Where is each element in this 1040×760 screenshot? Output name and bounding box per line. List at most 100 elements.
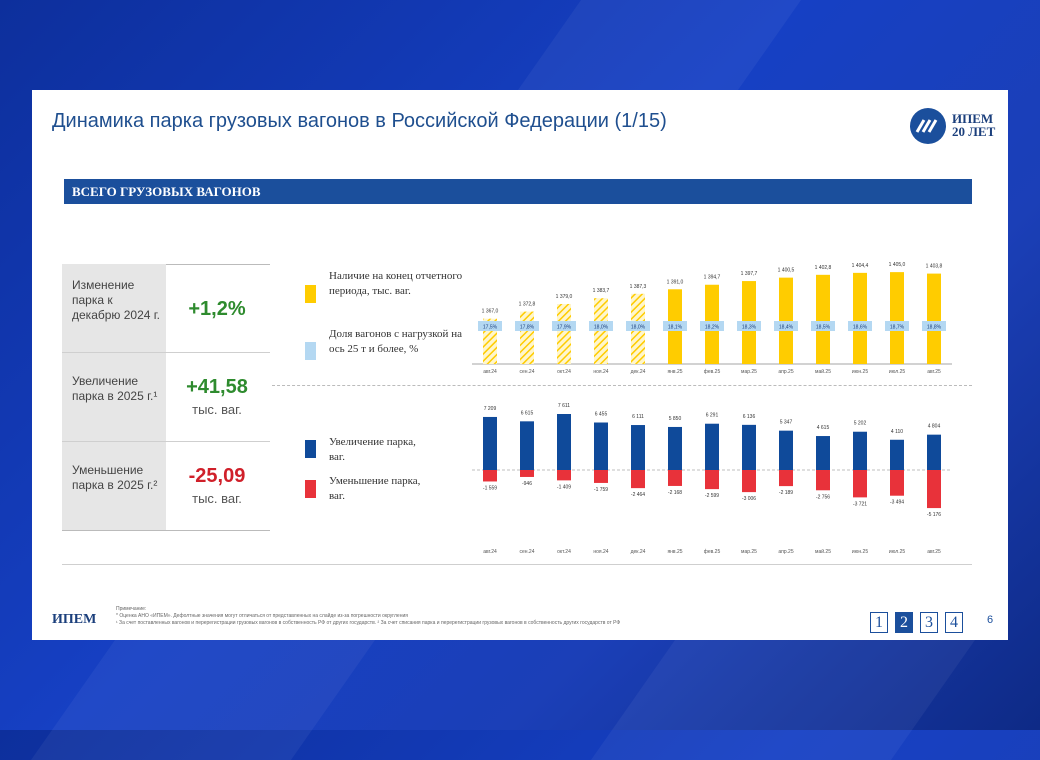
share-label: 18,2% [705, 325, 720, 331]
x-tick-label: июн.25 [852, 549, 868, 555]
decrease-label: -3 721 [853, 501, 867, 507]
share-box [589, 321, 613, 331]
share-box [515, 321, 539, 331]
footnotes: Примечание: * Оценка АНО «ИПЕМ». Дефолтн… [116, 606, 836, 627]
stat-label: Увеличение парка в 2025 г.¹ [72, 374, 158, 403]
page-button-3[interactable]: 3 [920, 612, 938, 633]
fleet-bar [594, 298, 608, 364]
decrease-label: -1 409 [557, 484, 571, 490]
share-label: 18,0% [594, 325, 609, 331]
increase-bar [520, 421, 534, 470]
increase-label: 4 804 [928, 424, 941, 430]
footnote: * Оценка АНО «ИПЕМ». Дефолтные значения … [116, 613, 408, 619]
share-box [885, 321, 909, 331]
logo-name: ИПЕМ [952, 111, 994, 126]
increase-label: 6 111 [632, 414, 644, 420]
logo-years: 20 ЛЕТ [952, 124, 996, 139]
x-tick-label: авг.24 [483, 549, 497, 555]
legend-swatch-decrease [305, 480, 316, 498]
fleet-label: 1 394,7 [704, 275, 721, 281]
decrease-bar [483, 470, 497, 482]
legend-share: Доля вагонов с нагрузкой на ось 25 т и б… [329, 328, 462, 355]
fleet-bar [816, 274, 830, 364]
decrease-bar [890, 470, 904, 496]
decrease-label: -5 176 [927, 512, 941, 518]
slide-bottom-rule [62, 564, 972, 565]
stat-value: +1,2% [188, 298, 246, 320]
fleet-label: 1 387,3 [630, 284, 647, 290]
stats-label-column [62, 264, 166, 530]
legend-swatch-fleet [305, 285, 316, 303]
increase-bar [779, 430, 793, 470]
decrease-label: -3 006 [742, 496, 756, 502]
decrease-bar [668, 470, 682, 486]
increase-bar [742, 424, 756, 470]
stats-divider [62, 441, 270, 442]
x-tick-label: дек.24 [631, 369, 646, 375]
stat-label: Уменьшение парка в 2025 г.² [72, 463, 158, 492]
logo-text: ИПЕМ 20 ЛЕТ [952, 112, 995, 138]
x-tick-label: янв.25 [667, 369, 682, 375]
stats-top-border [62, 264, 270, 265]
share-label: 18,3% [742, 325, 757, 331]
decrease-label: -2 189 [779, 490, 793, 496]
x-tick-label: фев.25 [704, 369, 721, 375]
share-box [552, 321, 576, 331]
share-box [700, 321, 724, 331]
footnote: Примечание: [116, 606, 147, 612]
share-label: 18,7% [890, 325, 905, 331]
share-label: 17,8% [520, 325, 535, 331]
x-tick-label: окт.24 [557, 549, 571, 555]
charts-svg: 1 367,0 17,5% авг.24 1 372,8 17,8% сен.24 1 37… [472, 262, 952, 555]
increase-label: 7 209 [484, 406, 497, 412]
increase-label: 6 455 [595, 412, 608, 418]
x-tick-label: июн.25 [852, 369, 868, 375]
fleet-bar [557, 303, 571, 364]
stat-unit: тыс. ваг. [192, 402, 242, 417]
decrease-bar [742, 470, 756, 493]
share-label: 18,5% [816, 325, 831, 331]
x-tick-label: сен.24 [520, 369, 535, 375]
legend-decrease: Уменьшение парка, ваг. [329, 475, 421, 502]
decrease-bar [594, 470, 608, 483]
x-tick-label: апр.25 [778, 549, 793, 555]
share-label: 18,6% [853, 325, 868, 331]
decrease-bar [927, 470, 941, 509]
increase-bar [594, 422, 608, 470]
decrease-label: -3 494 [890, 500, 904, 506]
page-button-4[interactable]: 4 [945, 612, 963, 633]
decrease-bar [705, 470, 719, 490]
share-label: 17,9% [557, 325, 572, 331]
share-box [811, 321, 835, 331]
stat-unit: тыс. ваг. [192, 491, 242, 506]
increase-label: 7 611 [558, 403, 570, 409]
page-button-2[interactable]: 2 [895, 612, 913, 633]
stat-label: Изменение парка к декабрю 2024 г. [72, 278, 161, 322]
decrease-bar [816, 470, 830, 491]
increase-label: 6 291 [706, 413, 719, 419]
increase-label: 4 615 [817, 425, 830, 431]
x-tick-label: июл.25 [889, 369, 906, 375]
increase-label: 6 615 [521, 410, 534, 416]
fleet-label: 1 402,8 [815, 265, 832, 271]
fleet-label: 1 379,0 [556, 294, 573, 300]
background-shape [510, 0, 830, 100]
increase-bar [705, 423, 719, 470]
x-tick-label: авг.24 [483, 369, 497, 375]
legend-increase: Увеличение парка, ваг. [329, 436, 416, 463]
decrease-label: -2 599 [705, 493, 719, 499]
increase-bar [557, 414, 571, 470]
decrease-label: -1 759 [594, 487, 608, 493]
x-tick-label: мар.25 [741, 549, 757, 555]
decrease-label: -2 168 [668, 490, 682, 496]
page-button-1[interactable]: 1 [870, 612, 888, 633]
increase-label: 6 136 [743, 414, 756, 420]
increase-label: 5 347 [780, 420, 793, 426]
x-tick-label: апр.25 [778, 369, 793, 375]
footer-logo: ИПЕМ [52, 612, 97, 627]
slide-title: Динамика парка грузовых вагонов в Россий… [52, 110, 667, 132]
decrease-bar [853, 470, 867, 498]
fleet-label: 1 405,0 [889, 262, 906, 268]
x-tick-label: фев.25 [704, 549, 721, 555]
fleet-label: 1 400,5 [778, 268, 795, 274]
